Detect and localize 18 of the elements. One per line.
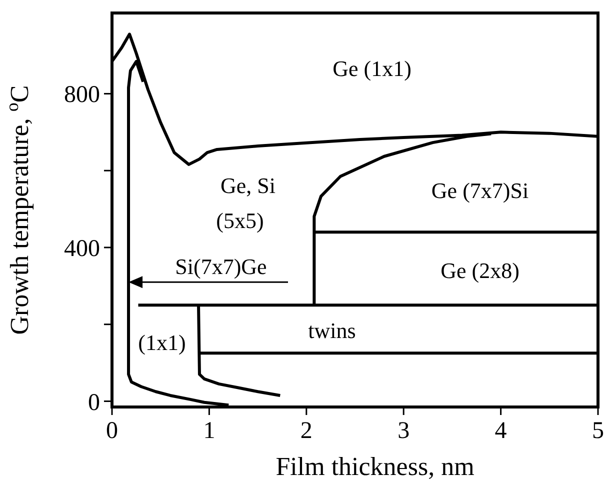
x-tick-label: 4: [494, 418, 507, 444]
x-tick-label: 5: [592, 418, 604, 444]
x-axis-title: Film thickness, nm: [276, 452, 474, 481]
x-tick-label: 2: [300, 418, 312, 444]
annotation: Ge (2x8): [440, 258, 520, 282]
annotation: (1x1): [138, 330, 186, 354]
annotation: Ge (7x7)Si: [431, 178, 529, 202]
x-tick-label: 1: [203, 418, 216, 444]
annotation: twins: [308, 318, 356, 342]
annotation: Si(7x7)Ge: [175, 254, 267, 278]
y-tick-label: 800: [64, 82, 100, 108]
y-tick-label: 0: [88, 390, 100, 416]
annotation: Ge, Si: [220, 172, 276, 198]
x-tick-label: 3: [398, 418, 410, 444]
x-tick-label: 0: [106, 418, 118, 444]
annotation: Ge (1x1): [332, 56, 412, 80]
y-tick-label: 400: [64, 236, 100, 262]
annotation: (5x5): [216, 208, 264, 232]
